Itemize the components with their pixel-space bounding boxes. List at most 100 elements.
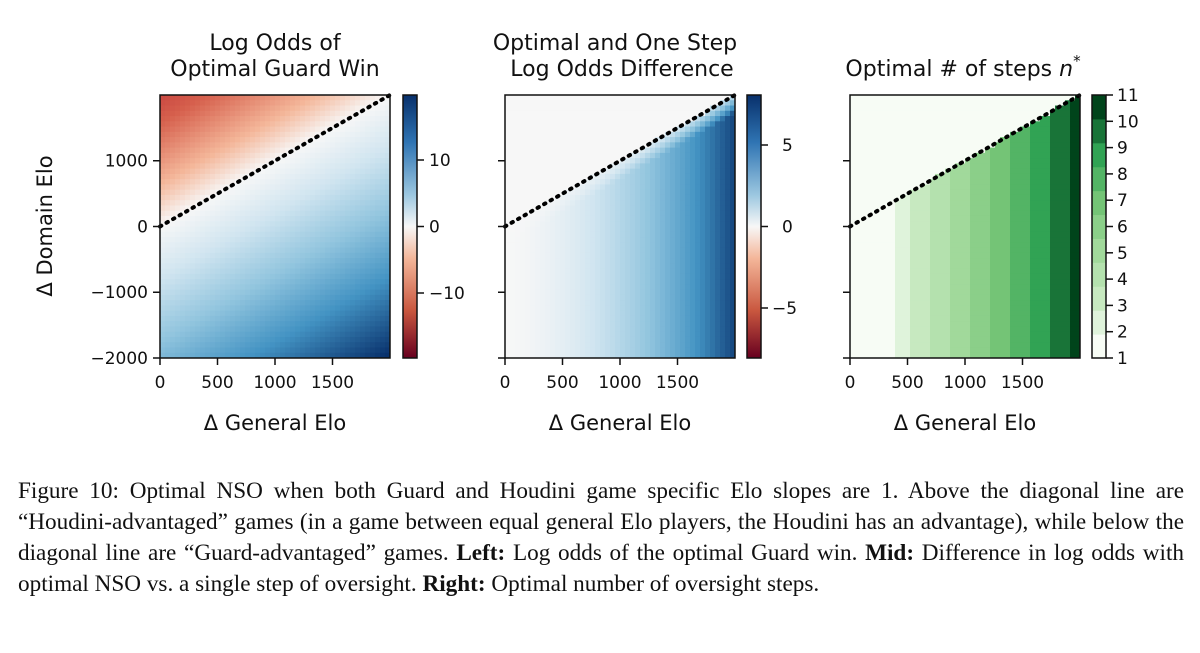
heatmap-cell [560,279,566,285]
heatmap-cell [290,252,296,259]
heatmap-cell [515,142,521,149]
heatmap-cell [575,273,581,280]
heatmap-cell [260,331,266,338]
heatmap-cell [330,321,336,328]
heatmap-cell [370,105,376,112]
heatmap-cell [385,237,390,243]
heatmap-cell [195,205,201,212]
heatmap-cell [330,315,336,322]
heatmap-cell [265,336,271,343]
heatmap-cell [230,179,236,186]
heatmap-cell [370,305,376,312]
heatmap-cell [595,105,601,112]
heatmap-cell [650,279,656,285]
heatmap-cell [225,215,231,222]
heatmap-cell [190,210,196,217]
heatmap-cell [345,200,351,207]
heatmap-cell [245,147,251,154]
heatmap-cell [610,305,616,312]
heatmap-cell [685,237,691,243]
heatmap-cell [705,205,711,212]
heatmap-cell [205,331,211,338]
heatmap-cell [685,279,691,285]
heatmap-cell [550,95,556,101]
heatmap-cell [335,116,341,122]
heatmap-cell [690,284,696,291]
heatmap-cell [555,147,561,154]
heatmap-cell [530,273,536,280]
heatmap-cell [365,258,371,264]
heatmap-cell [575,147,581,154]
heatmap-cell [190,158,196,164]
heatmap-cell [605,305,611,312]
heatmap-cell [580,273,586,280]
heatmap-cell [185,184,191,191]
heatmap-cell [180,168,186,175]
heatmap-cell [325,247,331,254]
heatmap-cell [590,331,596,338]
heatmap-cell [725,252,731,259]
heatmap-cell [605,221,611,228]
heatmap-cell [335,336,341,343]
heatmap-cell [550,342,556,349]
heatmap-cell [520,342,526,349]
heatmap-cell [560,194,566,201]
heatmap-cell [720,342,726,349]
heatmap-cell [695,284,701,291]
heatmap-cell [625,289,631,296]
heatmap-cell [865,147,871,154]
heatmap-cell [170,331,176,338]
heatmap-cell [675,126,681,133]
heatmap-cell [635,305,641,312]
heatmap-cell [880,152,886,159]
heatmap-cell [680,142,686,149]
heatmap-cell [220,189,226,196]
heatmap-cell [515,347,521,354]
heatmap-cell [705,121,711,128]
heatmap-cell [270,305,276,312]
heatmap-cell [720,284,726,291]
heatmap-cell [595,221,601,228]
heatmap-cell [715,226,721,233]
heatmap-cell [515,331,521,338]
heatmap-cell [200,173,206,180]
heatmap-cell [275,294,281,301]
heatmap-cell [205,310,211,317]
heatmap-cell [310,200,316,207]
heatmap-cell [540,168,546,175]
heatmap-cell [165,200,171,207]
heatmap-cell [230,315,236,322]
heatmap-cell [220,210,226,217]
heatmap-cell [685,163,691,170]
right-title-superscript: * [1073,52,1081,70]
heatmap-cell [870,121,876,128]
heatmap-cell [355,258,361,264]
heatmap-cell [170,110,176,117]
heatmap-cell [585,347,591,354]
heatmap-cell [620,126,626,133]
heatmap-cell [715,315,721,322]
heatmap-cell [715,247,721,254]
heatmap-cell [380,294,386,301]
heatmap-cell [225,273,231,280]
heatmap-cell [615,231,621,238]
heatmap-cell [855,279,861,285]
heatmap-cell [265,231,271,238]
heatmap-cell [290,231,296,238]
heatmap-cell [560,258,566,264]
heatmap-cell [185,100,191,107]
heatmap-cell [570,210,576,217]
heatmap-cell [595,273,601,280]
heatmap-cell [555,215,561,222]
heatmap-cell [250,215,256,222]
heatmap-cell [315,347,321,354]
heatmap-cell [725,210,731,217]
heatmap-cell [230,342,236,349]
heatmap-cell [530,200,536,207]
heatmap-cell [660,137,666,143]
heatmap-cell [570,205,576,212]
heatmap-cell [165,331,171,338]
heatmap-cell [540,284,546,291]
heatmap-cell [605,321,611,328]
heatmap-cell [565,152,571,159]
